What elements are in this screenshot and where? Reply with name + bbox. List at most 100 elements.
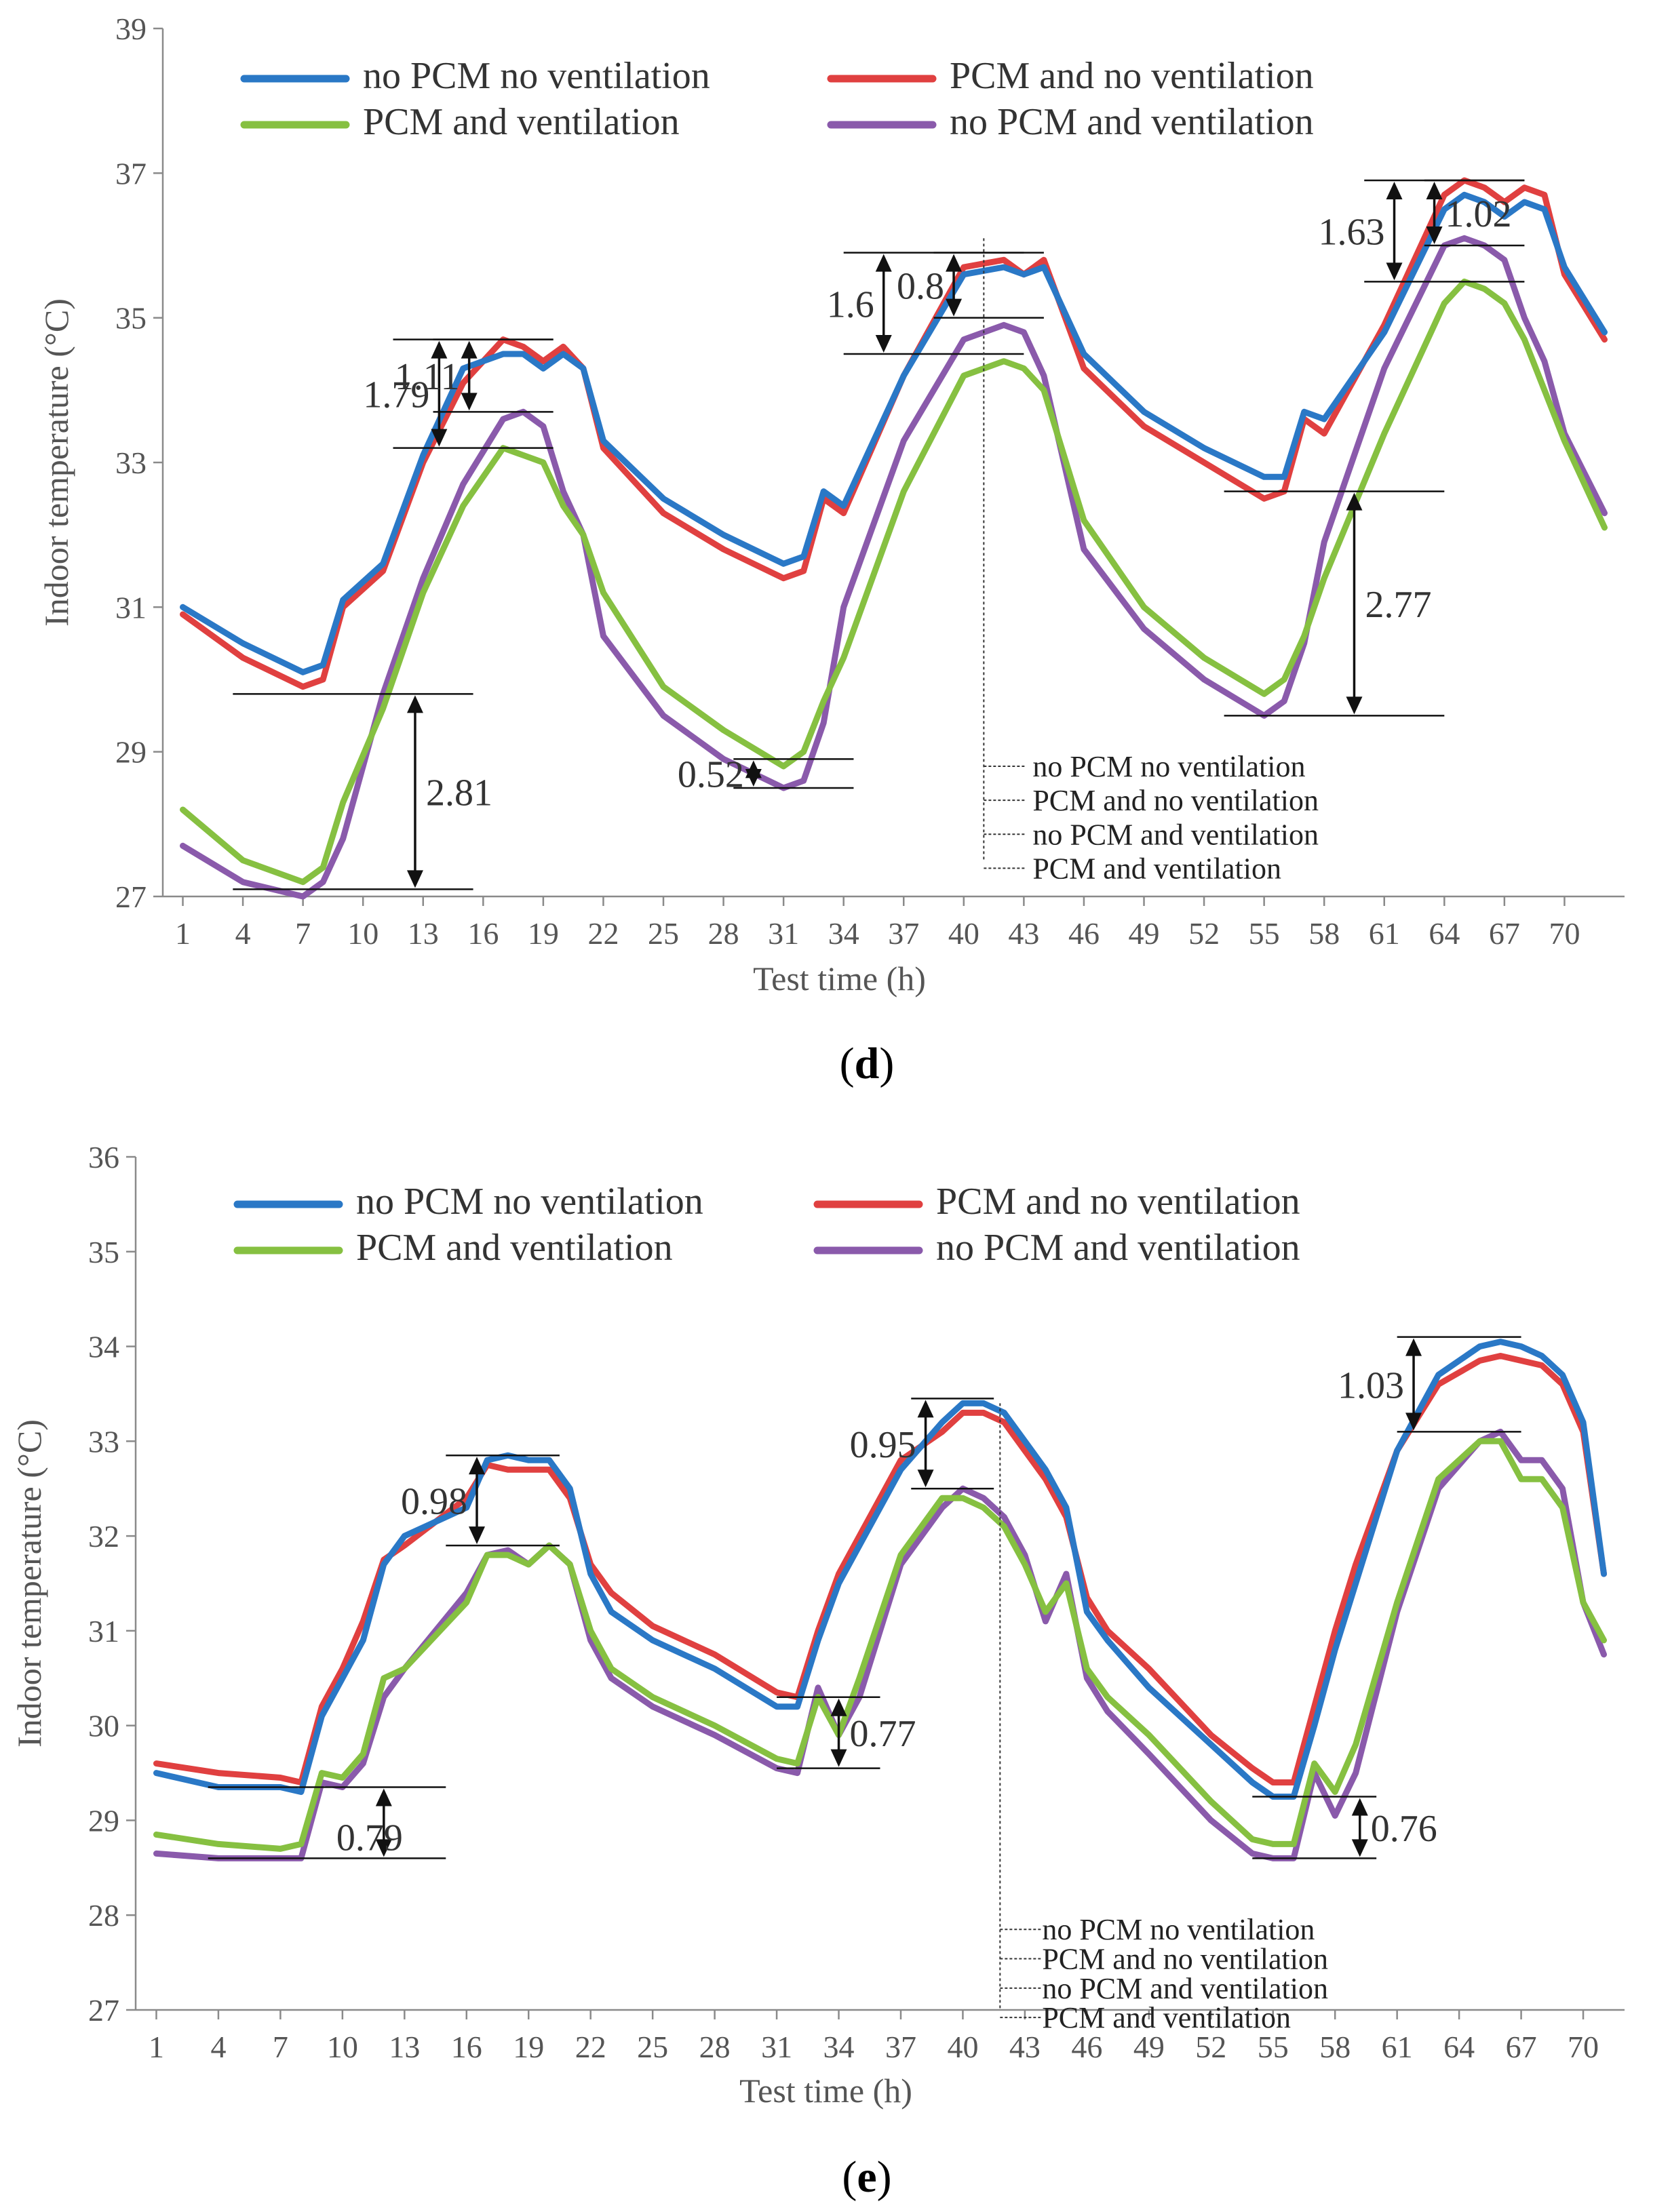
x-tick-label: 46 <box>1068 916 1100 951</box>
legend-label: PCM and ventilation <box>356 1227 673 1269</box>
x-tick-label: 40 <box>948 916 979 951</box>
annotation-arrowhead <box>461 340 478 359</box>
x-tick-label: 1 <box>175 916 191 951</box>
y-tick-label: 27 <box>115 880 147 914</box>
x-tick-label: 37 <box>888 916 919 951</box>
annotation-arrowhead <box>1346 696 1363 715</box>
annotation-arrowhead <box>946 254 963 272</box>
annotation-arrowhead <box>431 429 448 447</box>
chart-panel-d: 27 29 31 33 35 37 39 1 4 7 10 13 16 19 22 25 28 31 34 37 40 4… <box>37 12 1625 1088</box>
annotation-label: 1.03 <box>1338 1364 1404 1406</box>
caption-open: ( <box>842 2152 857 2202</box>
x-tick-label: 4 <box>235 916 251 951</box>
annotation-arrowhead <box>917 1400 934 1418</box>
marker-label: PCM and ventilation <box>1032 852 1281 885</box>
x-tick-label: 7 <box>295 916 311 951</box>
x-tick-label: 52 <box>1195 2030 1226 2064</box>
caption-letter: d <box>855 1039 880 1088</box>
annotation-label: 0.95 <box>850 1424 916 1466</box>
y-tick-label: 28 <box>88 1898 119 1933</box>
x-tick-label: 28 <box>699 2030 731 2064</box>
x-tick-label: 46 <box>1071 2030 1102 2064</box>
annotation-arrowhead <box>1405 1413 1422 1431</box>
legend-label: no PCM no ventilation <box>363 55 710 97</box>
annotation-arrowhead <box>431 340 448 359</box>
y-tick-label: 30 <box>88 1709 119 1743</box>
x-tick-label: 70 <box>1568 2030 1599 2064</box>
annotation-label: 1.11 <box>395 356 460 398</box>
x-axis-label: Test time (h) <box>739 2072 912 2110</box>
chart-panel-e: 27 28 29 30 31 32 33 34 35 36 1 4 7 10 13 16 19 22 25 28 31 3… <box>10 1140 1625 2202</box>
annotation-arrowhead <box>1426 182 1443 199</box>
x-tick-label: 52 <box>1188 916 1220 951</box>
annotation-label: 1.63 <box>1319 212 1385 254</box>
x-tick-label: 28 <box>708 916 739 951</box>
annotation-arrowhead <box>946 298 963 317</box>
x-tick-label: 13 <box>389 2030 420 2064</box>
y-tick-label: 31 <box>88 1614 119 1648</box>
annotation-arrowhead <box>375 1839 392 1857</box>
panel-caption: (e) <box>842 2152 891 2202</box>
annotation-label: 0.77 <box>850 1713 916 1755</box>
annotation-arrowhead <box>406 695 423 713</box>
x-tick-label: 25 <box>648 916 679 951</box>
x-tick-label: 64 <box>1429 916 1460 951</box>
annotation-label: 0.76 <box>1371 1808 1437 1850</box>
legend-label: PCM and ventilation <box>363 101 680 143</box>
annotation-label: 1.79 <box>363 374 429 416</box>
y-tick-label: 31 <box>115 590 147 625</box>
annotation-arrowhead <box>745 769 762 787</box>
x-tick-label: 4 <box>210 2030 226 2064</box>
caption-letter: e <box>857 2152 876 2202</box>
x-tick-label: 13 <box>408 916 439 951</box>
x-tick-label: 64 <box>1443 2030 1475 2064</box>
annotation-label: 2.81 <box>426 772 492 814</box>
annotation-label: 0.79 <box>336 1817 403 1859</box>
annotation-arrowhead <box>1405 1338 1422 1356</box>
annotation-arrowhead <box>406 870 423 888</box>
x-tick-label: 34 <box>828 916 859 951</box>
x-tick-label: 67 <box>1506 2030 1537 2064</box>
x-tick-label: 43 <box>1008 916 1039 951</box>
y-tick-label: 34 <box>88 1330 119 1364</box>
x-tick-label: 49 <box>1133 2030 1165 2064</box>
x-tick-label: 31 <box>768 916 799 951</box>
annotation-arrowhead <box>1426 226 1443 244</box>
x-tick-label: 1 <box>149 2030 164 2064</box>
annotation-arrowhead <box>469 1457 486 1475</box>
x-tick-label: 7 <box>273 2030 288 2064</box>
caption-close: ) <box>877 2152 892 2202</box>
y-tick-label: 29 <box>115 735 147 770</box>
annotation-label: 0.98 <box>401 1481 467 1523</box>
annotation-label: 0.8 <box>897 266 944 308</box>
x-tick-label: 43 <box>1009 2030 1041 2064</box>
x-tick-label: 58 <box>1308 916 1340 951</box>
x-tick-label: 31 <box>761 2030 792 2064</box>
marker-label: PCM and ventilation <box>1042 2001 1291 2034</box>
x-tick-label: 34 <box>823 2030 855 2064</box>
panel-caption: (d) <box>840 1039 895 1088</box>
x-tick-label: 49 <box>1129 916 1160 951</box>
x-tick-label: 10 <box>327 2030 358 2064</box>
annotation-arrowhead <box>875 254 892 272</box>
x-tick-label: 37 <box>885 2030 916 2064</box>
annotation-label: 1.02 <box>1445 193 1512 235</box>
legend-label: PCM and no ventilation <box>936 1181 1300 1223</box>
y-tick-label: 37 <box>115 156 147 191</box>
legend-label: no PCM and ventilation <box>950 101 1314 143</box>
y-tick-label: 33 <box>115 446 147 480</box>
y-tick-label: 39 <box>115 12 147 46</box>
x-tick-label: 25 <box>637 2030 668 2064</box>
legend-label: no PCM and ventilation <box>936 1227 1300 1269</box>
annotation-arrowhead <box>1346 492 1363 511</box>
annotation-arrowhead <box>1386 182 1403 199</box>
annotation-arrowhead <box>461 393 478 411</box>
x-tick-label: 22 <box>587 916 619 951</box>
annotation-label: 1.6 <box>827 283 874 325</box>
caption-open: ( <box>840 1039 855 1088</box>
marker-label: no PCM and ventilation <box>1032 818 1319 851</box>
legend-label: no PCM no ventilation <box>356 1181 703 1223</box>
marker-label: no PCM no ventilation <box>1042 1913 1315 1946</box>
x-tick-label: 19 <box>528 916 559 951</box>
